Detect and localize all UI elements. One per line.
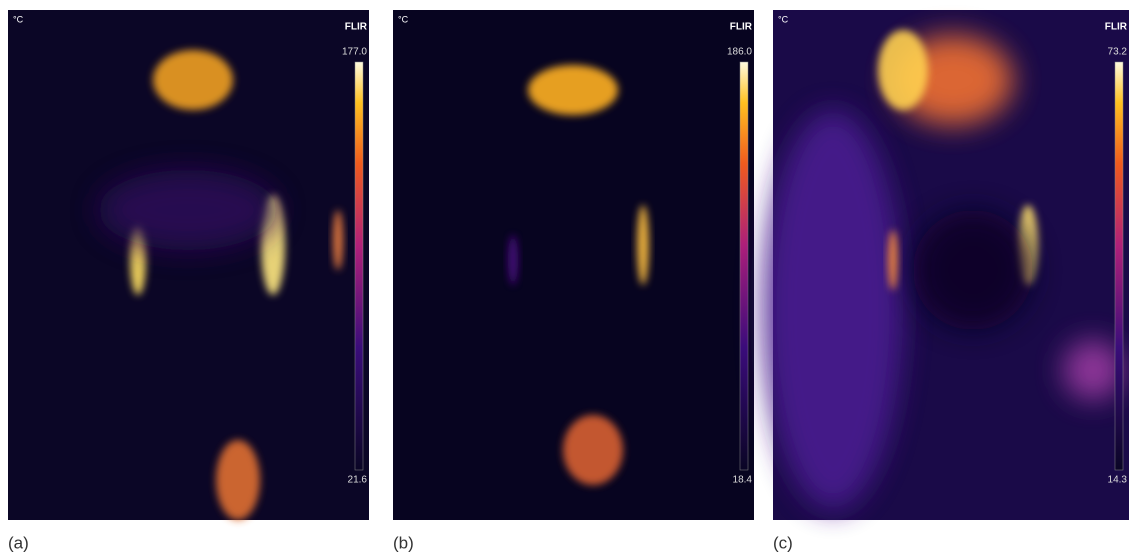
- hot-region: [763, 110, 903, 510]
- hot-region: [637, 205, 649, 285]
- color-scale: [739, 61, 749, 471]
- scale-min: 18.4: [733, 475, 753, 486]
- scale-min: 21.6: [348, 475, 368, 486]
- hot-region: [913, 210, 1033, 330]
- hot-region: [153, 50, 233, 110]
- panel-caption: (a): [8, 533, 29, 552]
- hot-region: [528, 65, 618, 115]
- hot-region: [1063, 340, 1123, 400]
- scale-max: 186.0: [727, 47, 752, 58]
- thermal-panel: °C FLIR 177.0 21.6: [8, 10, 369, 520]
- scale-min: 14.3: [1108, 475, 1128, 486]
- brand-logo: FLIR: [1105, 22, 1128, 33]
- hot-region: [508, 235, 518, 285]
- color-scale: [354, 61, 364, 471]
- unit-label: °C: [778, 14, 789, 24]
- unit-label: °C: [398, 14, 409, 24]
- hot-region: [888, 230, 898, 290]
- hot-region: [333, 210, 343, 270]
- hot-region: [878, 30, 928, 110]
- hot-region: [563, 415, 623, 485]
- panel-caption: (b): [393, 533, 414, 552]
- unit-label: °C: [13, 14, 24, 24]
- scale-max: 177.0: [342, 47, 367, 58]
- scale-max: 73.2: [1108, 47, 1128, 58]
- hot-region: [216, 440, 260, 520]
- brand-logo: FLIR: [730, 22, 753, 33]
- thermal-panel: °C FLIR 186.0 18.4: [393, 10, 754, 520]
- color-scale: [1114, 61, 1124, 471]
- brand-logo: FLIR: [345, 22, 368, 33]
- hot-region: [98, 170, 278, 250]
- thermal-panel: °C FLIR 73.2 14.3: [763, 10, 1129, 520]
- panel-caption: (c): [773, 533, 793, 552]
